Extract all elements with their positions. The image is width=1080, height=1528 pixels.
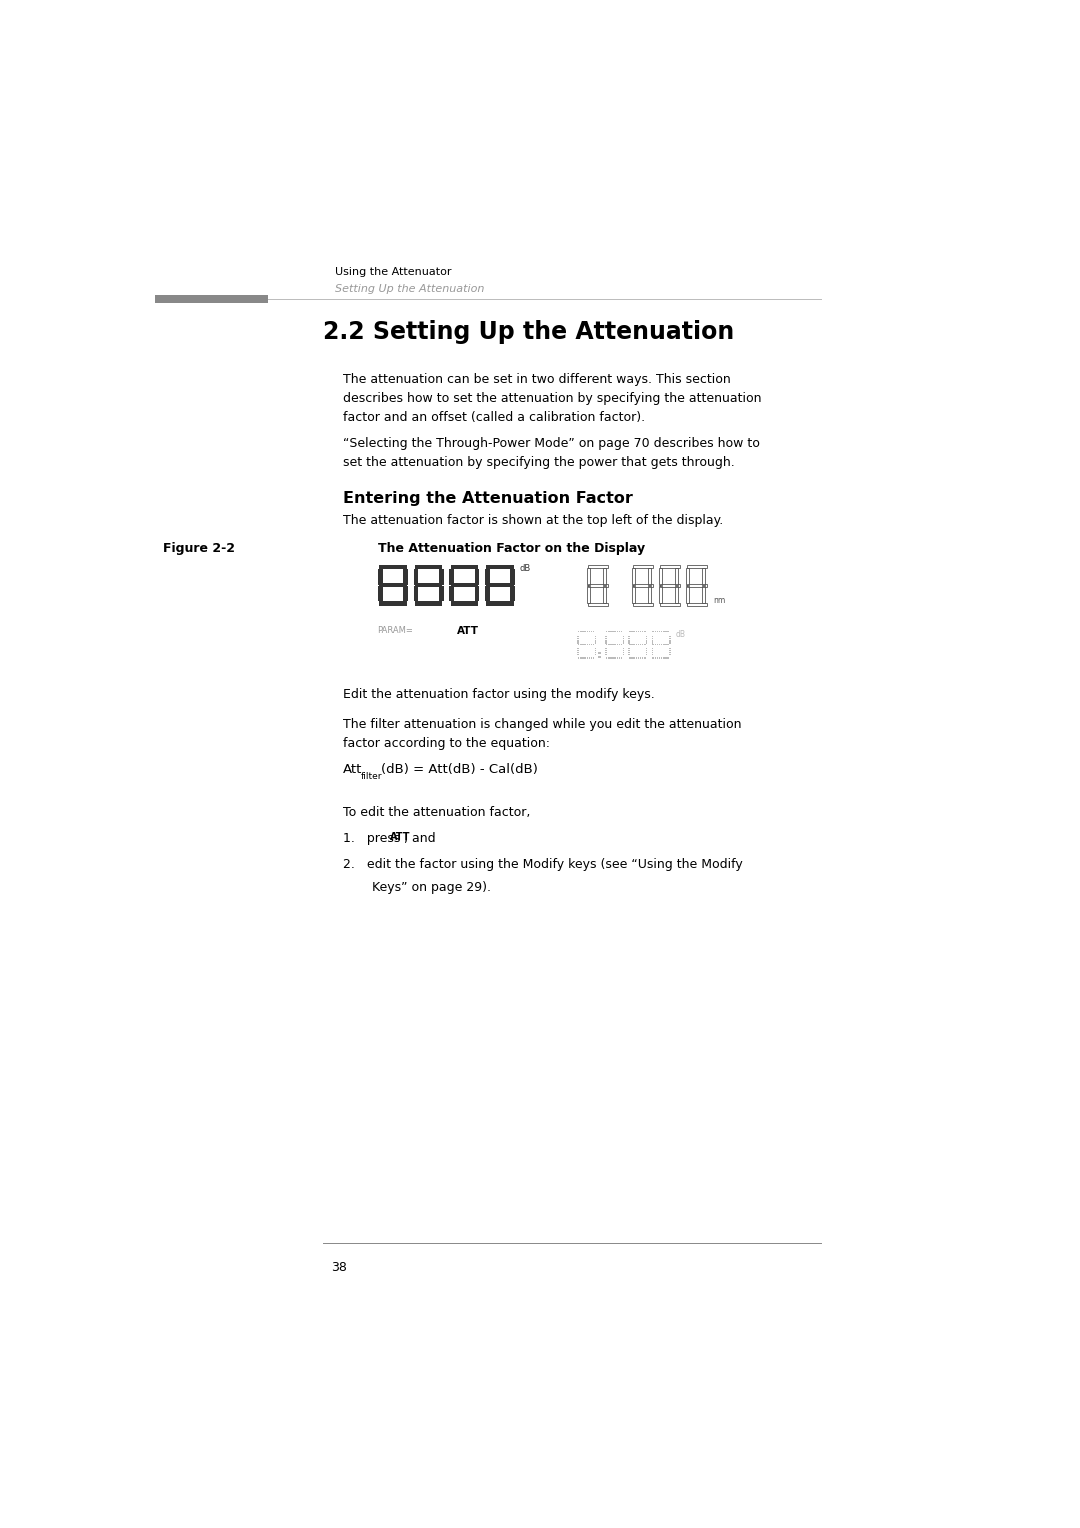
Bar — [450, 602, 478, 607]
Text: dB: dB — [519, 564, 530, 573]
Text: dB: dB — [675, 630, 685, 639]
Text: Edit the attenuation factor using the modify keys.: Edit the attenuation factor using the mo… — [342, 689, 654, 701]
Text: The filter attenuation is changed while you edit the attenuation
factor accordin: The filter attenuation is changed while … — [342, 718, 741, 750]
Bar — [403, 585, 408, 602]
Bar — [660, 604, 679, 607]
Bar — [438, 570, 444, 585]
Bar — [686, 587, 689, 602]
Bar — [588, 565, 608, 568]
Bar — [378, 570, 382, 585]
Bar — [156, 295, 268, 303]
Bar — [660, 584, 679, 587]
Bar — [378, 585, 382, 602]
Text: To edit the attenuation factor,: To edit the attenuation factor, — [342, 805, 530, 819]
Bar — [379, 565, 407, 570]
Text: The Attenuation Factor on the Display: The Attenuation Factor on the Display — [378, 542, 645, 555]
Bar — [687, 584, 707, 587]
Text: Entering the Attenuation Factor: Entering the Attenuation Factor — [342, 492, 633, 506]
Bar — [588, 604, 608, 607]
Bar — [510, 585, 515, 602]
Bar — [598, 651, 600, 654]
Bar — [486, 602, 514, 607]
Bar — [414, 585, 418, 602]
Bar — [660, 565, 679, 568]
Bar — [633, 565, 652, 568]
Text: Figure 2-2: Figure 2-2 — [163, 542, 235, 555]
Text: 38: 38 — [332, 1261, 347, 1274]
Bar — [586, 568, 590, 585]
Bar — [486, 565, 514, 570]
Bar — [449, 570, 455, 585]
Bar — [686, 568, 689, 585]
Bar — [702, 568, 705, 585]
Bar — [415, 602, 443, 607]
Bar — [486, 584, 514, 587]
Text: Setting Up the Attenuation: Setting Up the Attenuation — [335, 284, 484, 295]
Bar — [603, 587, 606, 602]
Bar — [450, 584, 478, 587]
Bar — [633, 604, 652, 607]
Bar — [675, 587, 678, 602]
Bar — [510, 570, 515, 585]
Bar — [449, 585, 455, 602]
Text: Keys” on page 29).: Keys” on page 29). — [373, 882, 491, 894]
Text: Att: Att — [342, 762, 362, 776]
Bar — [379, 584, 407, 587]
Bar — [450, 565, 478, 570]
Bar — [659, 587, 662, 602]
Bar — [675, 568, 678, 585]
Bar — [648, 587, 650, 602]
Text: 1.   press: 1. press — [342, 833, 400, 845]
Bar — [485, 570, 490, 585]
Text: 2.2 Setting Up the Attenuation: 2.2 Setting Up the Attenuation — [323, 321, 734, 344]
Bar — [648, 568, 650, 585]
Text: ATT: ATT — [390, 831, 410, 842]
Bar — [438, 585, 444, 602]
Text: The attenuation factor is shown at the top left of the display.: The attenuation factor is shown at the t… — [342, 515, 723, 527]
Bar — [588, 584, 608, 587]
Bar — [687, 565, 707, 568]
Text: (dB) = Att(dB) - Cal(dB): (dB) = Att(dB) - Cal(dB) — [381, 762, 538, 776]
Bar — [415, 565, 443, 570]
Bar — [598, 656, 600, 657]
Bar — [687, 604, 707, 607]
Text: 2.   edit the factor using the Modify keys (see “Using the Modify: 2. edit the factor using the Modify keys… — [342, 857, 742, 871]
Bar — [403, 570, 408, 585]
Bar — [474, 585, 480, 602]
Text: filter: filter — [361, 772, 382, 781]
Bar — [586, 587, 590, 602]
Bar — [632, 587, 635, 602]
Bar — [603, 568, 606, 585]
Text: nm: nm — [713, 596, 726, 605]
Bar — [415, 584, 443, 587]
Bar — [702, 587, 705, 602]
Bar — [474, 570, 480, 585]
Text: “Selecting the Through-Power Mode” on page 70 describes how to
set the attenuati: “Selecting the Through-Power Mode” on pa… — [342, 437, 759, 469]
Bar — [659, 568, 662, 585]
Text: , and: , and — [404, 833, 435, 845]
Text: PARAM=: PARAM= — [378, 626, 414, 636]
Bar — [414, 570, 418, 585]
Bar — [485, 585, 490, 602]
Bar — [632, 568, 635, 585]
Text: Using the Attenuator: Using the Attenuator — [335, 266, 451, 277]
Text: ATT: ATT — [458, 626, 480, 636]
Bar — [379, 602, 407, 607]
Text: The attenuation can be set in two different ways. This section
describes how to : The attenuation can be set in two differ… — [342, 373, 761, 423]
Bar — [633, 584, 652, 587]
